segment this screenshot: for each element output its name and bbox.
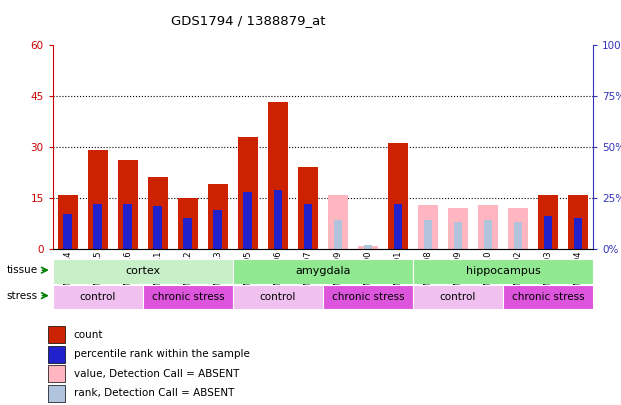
Bar [243, 192, 252, 249]
Bar [363, 245, 373, 249]
Text: value, Detection Call = ABSENT: value, Detection Call = ABSENT [73, 369, 239, 379]
Bar [178, 198, 197, 249]
Text: stress: stress [7, 291, 38, 301]
Bar [484, 220, 492, 249]
Text: chronic stress: chronic stress [512, 292, 584, 302]
Bar [478, 205, 498, 249]
Bar [48, 346, 65, 363]
Bar [358, 246, 378, 249]
Bar [58, 194, 78, 249]
Bar [568, 194, 588, 249]
Bar [208, 184, 228, 249]
Bar [63, 214, 72, 249]
Text: percentile rank within the sample: percentile rank within the sample [73, 349, 250, 359]
Bar [304, 204, 312, 249]
Bar [48, 365, 65, 382]
Bar [48, 385, 65, 402]
Bar [48, 326, 65, 343]
Text: cortex: cortex [125, 266, 160, 276]
Bar [238, 136, 258, 249]
Bar [333, 220, 342, 249]
Bar [233, 259, 413, 283]
Text: control: control [79, 292, 116, 302]
Bar [453, 222, 463, 249]
Bar [323, 285, 413, 309]
Bar [53, 259, 233, 283]
Bar [88, 150, 107, 249]
Bar [448, 208, 468, 249]
Bar [388, 143, 408, 249]
Text: amygdala: amygdala [295, 266, 351, 276]
Bar [413, 285, 503, 309]
Bar [503, 285, 593, 309]
Bar [394, 204, 402, 249]
Bar [214, 210, 222, 249]
Text: rank, Detection Call = ABSENT: rank, Detection Call = ABSENT [73, 388, 234, 398]
Bar [328, 194, 348, 249]
Text: count: count [73, 330, 103, 340]
Bar [574, 218, 582, 249]
Bar [514, 222, 522, 249]
Text: chronic stress: chronic stress [332, 292, 404, 302]
Bar [508, 208, 528, 249]
Text: chronic stress: chronic stress [152, 292, 224, 302]
Bar [148, 177, 168, 249]
Bar [53, 285, 143, 309]
Bar [418, 205, 438, 249]
Bar [143, 285, 233, 309]
Bar [543, 216, 553, 249]
Text: GDS1794 / 1388879_at: GDS1794 / 1388879_at [171, 14, 325, 27]
Bar [233, 285, 323, 309]
Bar [124, 204, 132, 249]
Bar [273, 190, 283, 249]
Bar [413, 259, 593, 283]
Text: control: control [440, 292, 476, 302]
Bar [538, 194, 558, 249]
Bar [118, 160, 138, 249]
Bar [298, 167, 318, 249]
Bar [93, 204, 102, 249]
Bar [153, 206, 162, 249]
Text: tissue: tissue [7, 265, 38, 275]
Bar [183, 218, 193, 249]
Text: control: control [260, 292, 296, 302]
Bar [424, 220, 432, 249]
Bar [268, 102, 288, 249]
Text: hippocampus: hippocampus [466, 266, 540, 276]
